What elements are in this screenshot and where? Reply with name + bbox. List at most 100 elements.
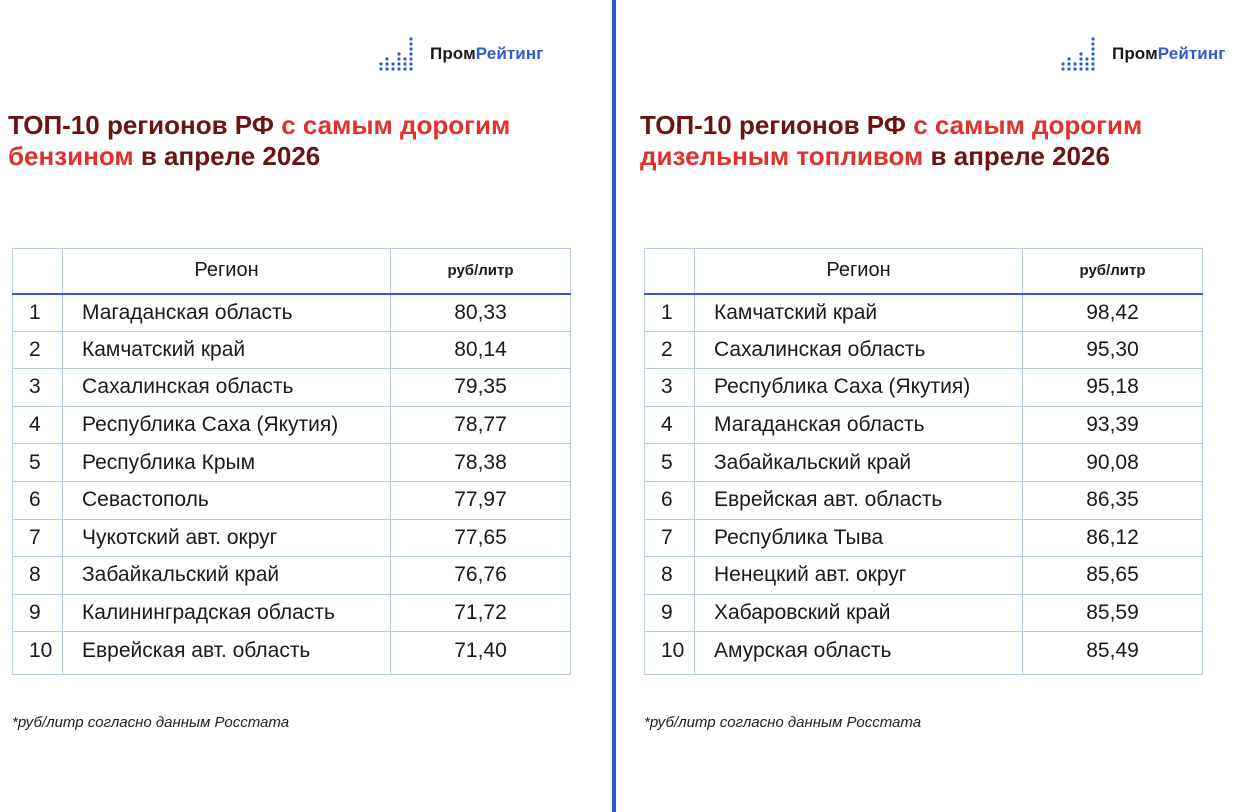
- table-row: 5 Забайкальский край 90,08: [644, 443, 1203, 482]
- header-unit: руб/литр: [390, 248, 571, 295]
- bar-chart-dots-icon: [379, 37, 413, 71]
- region-name: Республика Тыва: [694, 518, 1023, 558]
- table-row: 10 Амурская область 85,49: [644, 631, 1203, 676]
- table-row: 7 Чукотский авт. округ 77,65: [12, 518, 571, 558]
- table-row: 3 Республика Саха (Якутия) 95,18: [644, 368, 1203, 407]
- price-value: 85,49: [1022, 631, 1203, 676]
- rank-number: 3: [12, 368, 63, 407]
- rank-number: 4: [644, 405, 695, 445]
- rank-number: 1: [644, 293, 695, 332]
- table-row: 9 Калининградская область 71,72: [12, 593, 571, 633]
- region-name: Севастополь: [62, 480, 391, 520]
- region-name: Калининградская область: [62, 593, 391, 633]
- rank-number: 9: [644, 593, 695, 633]
- table-row: 1 Магаданская область 80,33: [12, 293, 571, 332]
- table-header-row: Регион руб/литр: [644, 248, 1203, 295]
- bar-chart-dots-icon: [1061, 37, 1095, 71]
- region-name: Чукотский авт. округ: [62, 518, 391, 558]
- rank-number: 1: [12, 293, 63, 332]
- header-num: [12, 248, 63, 295]
- table-row: 9 Хабаровский край 85,59: [644, 593, 1203, 633]
- rank-number: 4: [12, 405, 63, 445]
- page-title: ТОП-10 регионов РФ с самым дорогим дизел…: [640, 110, 1143, 171]
- rank-number: 6: [12, 480, 63, 520]
- table-header-row: Регион руб/литр: [12, 248, 571, 295]
- table-row: 4 Республика Саха (Якутия) 78,77: [12, 405, 571, 445]
- price-value: 78,77: [390, 405, 571, 445]
- rank-number: 8: [644, 556, 695, 595]
- rank-number: 3: [644, 368, 695, 407]
- diesel-panel: ПромРейтинг ТОП-10 регионов РФ с самым д…: [632, 0, 1248, 812]
- source-note: *руб/литр согласно данным Росстата: [12, 714, 290, 731]
- rank-number: 8: [12, 556, 63, 595]
- region-name: Еврейская авт. область: [62, 631, 391, 676]
- table-body: 1 Магаданская область 80,33 2 Камчатский кра…: [12, 293, 571, 676]
- table-row: 1 Камчатский край 98,42: [644, 293, 1203, 332]
- rank-number: 5: [644, 443, 695, 482]
- rank-number: 10: [644, 631, 695, 676]
- price-value: 90,08: [1022, 443, 1203, 482]
- rank-number: 9: [12, 593, 63, 633]
- rank-number: 7: [644, 518, 695, 558]
- table-row: 7 Республика Тыва 86,12: [644, 518, 1203, 558]
- region-name: Еврейская авт. область: [694, 480, 1023, 520]
- petrol-panel: ПромРейтинг ТОП-10 регионов РФ с самым д…: [0, 0, 616, 812]
- price-value: 98,42: [1022, 293, 1203, 332]
- rank-number: 2: [644, 330, 695, 370]
- price-value: 71,72: [390, 593, 571, 633]
- rank-number: 5: [12, 443, 63, 482]
- table-row: 4 Магаданская область 93,39: [644, 405, 1203, 445]
- rank-number: 2: [12, 330, 63, 370]
- price-value: 79,35: [390, 368, 571, 407]
- table-row: 5 Республика Крым 78,38: [12, 443, 571, 482]
- rank-number: 10: [12, 631, 63, 676]
- price-value: 80,33: [390, 293, 571, 332]
- header-region: Регион: [694, 248, 1023, 295]
- price-value: 85,65: [1022, 556, 1203, 595]
- header-num: [644, 248, 695, 295]
- region-name: Республика Саха (Якутия): [694, 368, 1023, 407]
- header-unit: руб/литр: [1022, 248, 1203, 295]
- region-name: Камчатский край: [62, 330, 391, 370]
- page-title: ТОП-10 регионов РФ с самым дорогим бензи…: [8, 110, 511, 171]
- price-value: 85,59: [1022, 593, 1203, 633]
- table-row: 3 Сахалинская область 79,35: [12, 368, 571, 407]
- price-value: 95,18: [1022, 368, 1203, 407]
- rank-number: 7: [12, 518, 63, 558]
- region-name: Амурская область: [694, 631, 1023, 676]
- region-name: Ненецкий авт. округ: [694, 556, 1023, 595]
- table-row: 6 Севастополь 77,97: [12, 480, 571, 520]
- rank-number: 6: [644, 480, 695, 520]
- region-name: Забайкальский край: [62, 556, 391, 595]
- price-value: 95,30: [1022, 330, 1203, 370]
- brand-logo: ПромРейтинг: [378, 36, 543, 72]
- region-name: Магаданская область: [694, 405, 1023, 445]
- region-name: Сахалинская область: [62, 368, 391, 407]
- table-row: 6 Еврейская авт. область 86,35: [644, 480, 1203, 520]
- region-name: Республика Саха (Якутия): [62, 405, 391, 445]
- region-name: Камчатский край: [694, 293, 1023, 332]
- region-name: Республика Крым: [62, 443, 391, 482]
- center-divider: [612, 0, 616, 812]
- price-value: 80,14: [390, 330, 571, 370]
- price-value: 93,39: [1022, 405, 1203, 445]
- source-note: *руб/литр согласно данным Росстата: [644, 714, 922, 731]
- brand-logo: ПромРейтинг: [1060, 36, 1225, 72]
- table-row: 2 Сахалинская область 95,30: [644, 330, 1203, 370]
- price-value: 71,40: [390, 631, 571, 676]
- header-region: Регион: [62, 248, 391, 295]
- table-body: 1 Камчатский край 98,42 2 Сахалинская област…: [644, 293, 1203, 676]
- region-name: Хабаровский край: [694, 593, 1023, 633]
- region-name: Сахалинская область: [694, 330, 1023, 370]
- table-row: 8 Забайкальский край 76,76: [12, 556, 571, 595]
- region-name: Забайкальский край: [694, 443, 1023, 482]
- ranking-table: Регион руб/литр 1 Камчатский край 98,42 2 Са…: [644, 248, 1203, 676]
- table-row: 8 Ненецкий авт. округ 85,65: [644, 556, 1203, 595]
- price-value: 77,65: [390, 518, 571, 558]
- table-row: 10 Еврейская авт. область 71,40: [12, 631, 571, 676]
- region-name: Магаданская область: [62, 293, 391, 332]
- logo-text: ПромРейтинг: [1112, 44, 1226, 63]
- price-value: 86,12: [1022, 518, 1203, 558]
- logo-text: ПромРейтинг: [430, 44, 544, 63]
- ranking-table: Регион руб/литр 1 Магаданская область 80,3…: [12, 248, 571, 676]
